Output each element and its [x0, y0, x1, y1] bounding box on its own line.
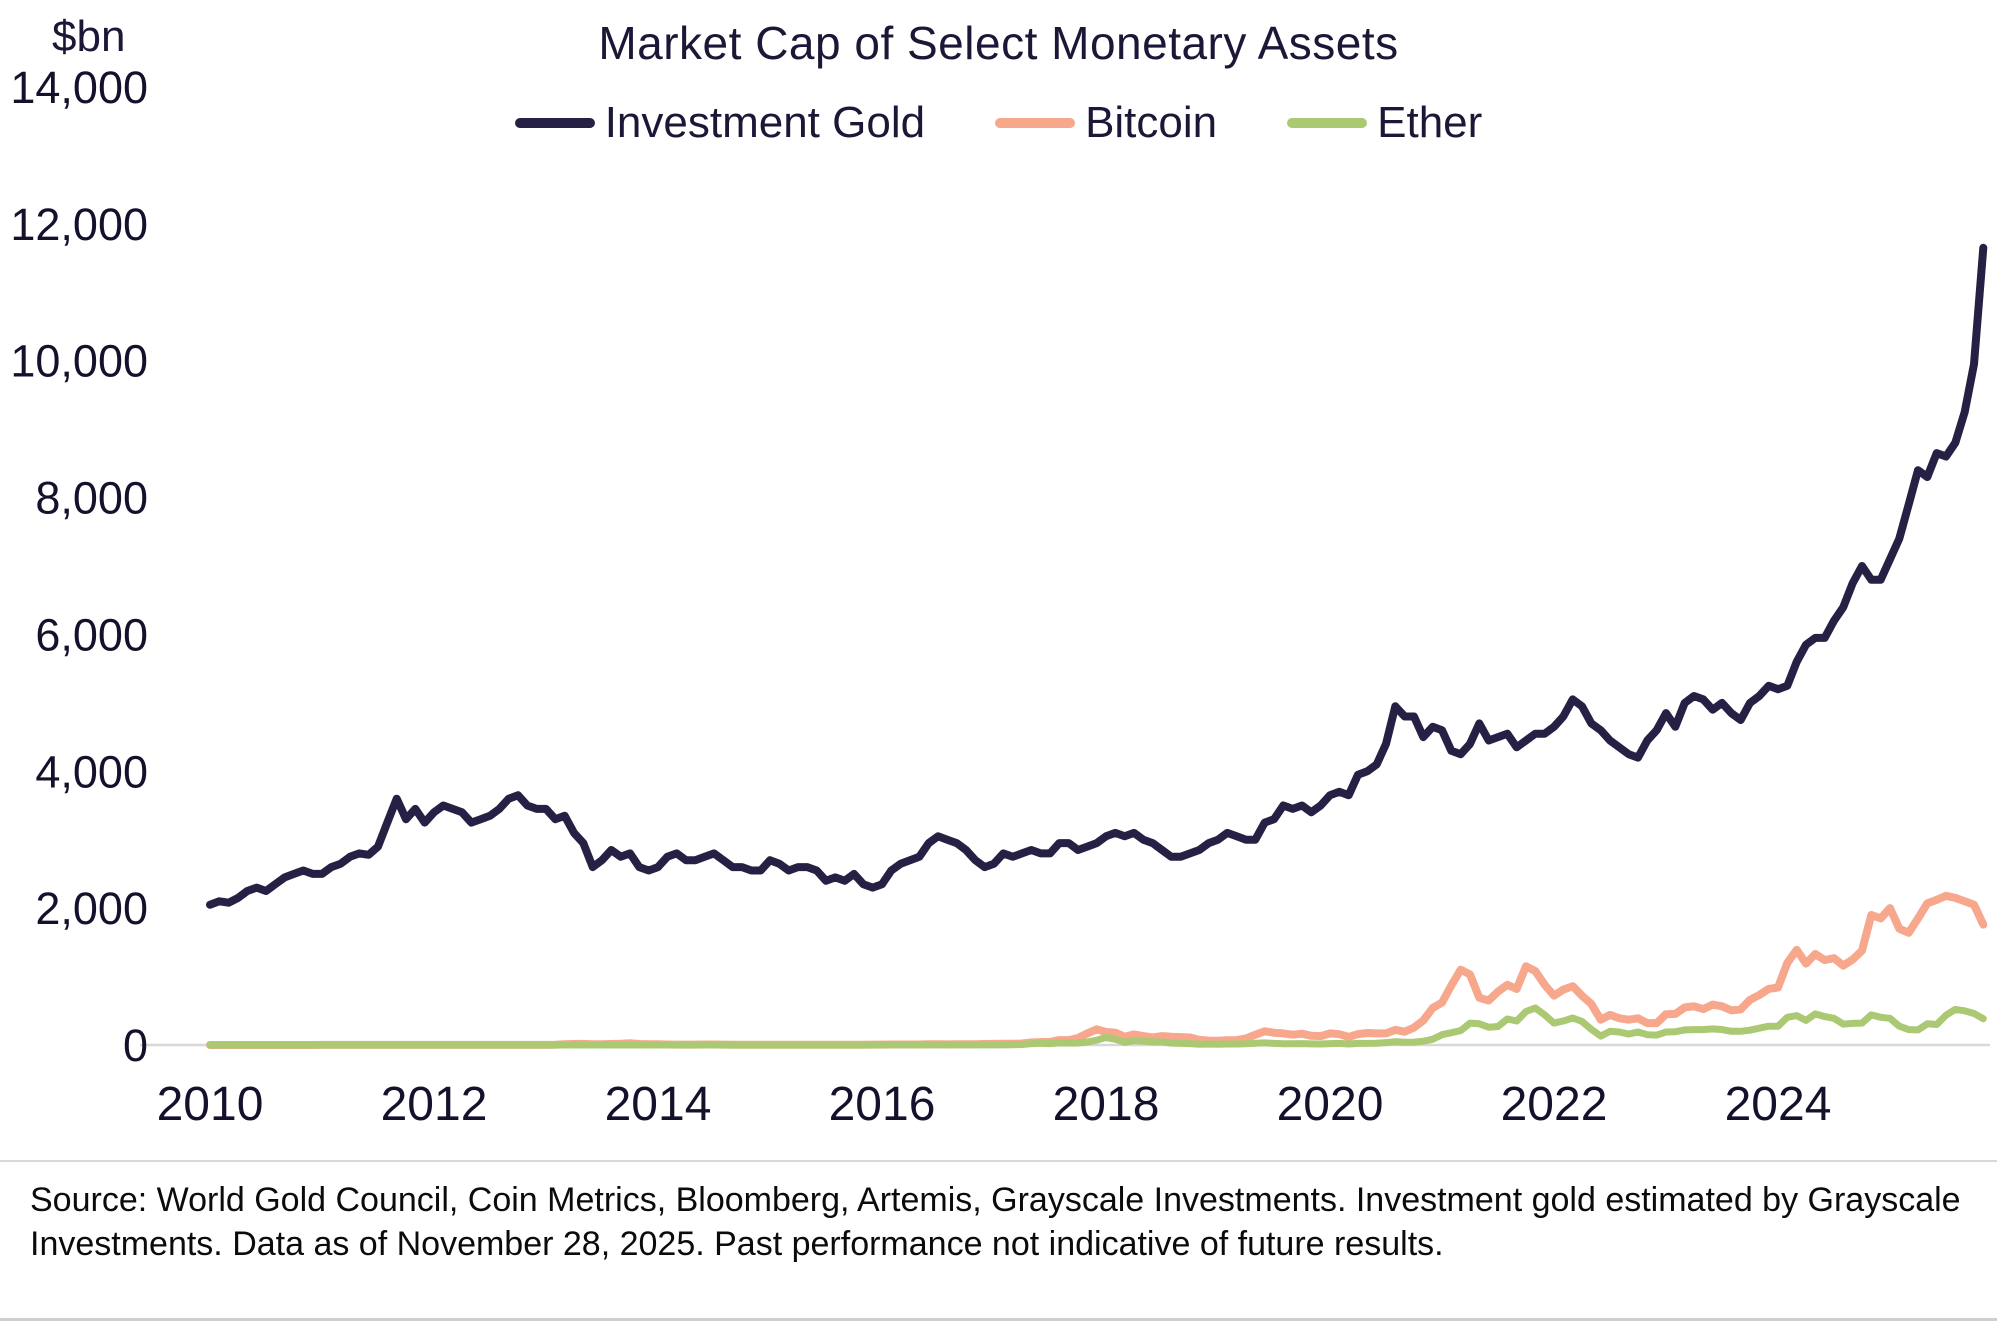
y-tick-label: 10,000 [10, 336, 148, 387]
ether-line [206, 1004, 1987, 1049]
y-tick-label: 0 [123, 1020, 148, 1071]
y-axis-unit-label: $bn [52, 12, 126, 61]
x-tick-label: 2024 [1725, 1078, 1832, 1131]
y-tick-label: 2,000 [35, 883, 148, 934]
legend-swatch-ether [1287, 118, 1368, 128]
chart-svg: 0 2,000 4,000 6,000 8,000 10,000 12,000 14,000 2… [10, 62, 1990, 1131]
legend-item-ether: Ether [1287, 98, 1482, 148]
investment-gold-line [206, 243, 1988, 909]
x-tick-label: 2010 [157, 1078, 264, 1131]
x-tick-label: 2020 [1277, 1078, 1384, 1131]
legend-label-bitcoin: Bitcoin [1085, 98, 1218, 147]
x-tick-label: 2012 [381, 1078, 488, 1131]
chart-title: Market Cap of Select Monetary Assets [598, 17, 1399, 69]
legend-item-investment-gold: Investment Gold [514, 98, 926, 148]
x-tick-label: 2016 [829, 1078, 936, 1131]
x-tick-label: 2014 [605, 1078, 712, 1131]
legend: Investment Gold Bitcoin Ether [0, 98, 1997, 148]
legend-swatch-investment-gold [514, 118, 595, 128]
x-tick-label: 2022 [1501, 1078, 1608, 1131]
legend-item-bitcoin: Bitcoin [995, 98, 1217, 148]
y-tick-label: 4,000 [35, 746, 148, 797]
legend-swatch-bitcoin [995, 118, 1076, 128]
source-note: Source: World Gold Council, Coin Metrics… [0, 1160, 1997, 1321]
legend-label-ether: Ether [1377, 98, 1483, 147]
y-tick-label: 6,000 [35, 609, 148, 660]
y-tick-label: 8,000 [35, 473, 148, 524]
x-tick-label: 2018 [1053, 1078, 1160, 1131]
bitcoin-line [206, 891, 1988, 1049]
legend-label-investment-gold: Investment Gold [604, 98, 926, 147]
y-tick-label: 12,000 [10, 199, 148, 250]
y-tick-label: 14,000 [10, 62, 148, 113]
